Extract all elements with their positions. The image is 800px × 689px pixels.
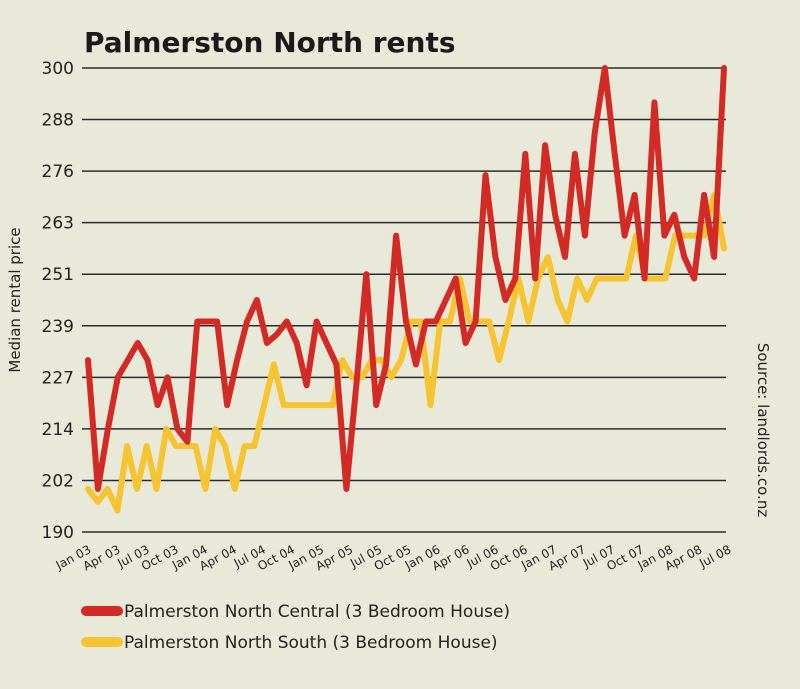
y-tick-label: 239 <box>42 317 74 337</box>
legend-label: Palmerston North South (3 Bedroom House) <box>124 633 498 653</box>
chart-title: Palmerston North rents <box>84 26 456 59</box>
source-label: Source: landlords.co.nz <box>754 343 772 518</box>
series-line-south <box>85 191 727 514</box>
legend: Palmerston North Central (3 Bedroom Hous… <box>81 602 510 653</box>
x-tick-label: Jul 08 <box>696 542 733 571</box>
y-axis-label: Median rental price <box>6 227 24 372</box>
y-tick-label: 263 <box>42 214 74 234</box>
legend-label: Palmerston North Central (3 Bedroom Hous… <box>124 602 510 622</box>
series-line-central <box>85 65 727 492</box>
y-tick-label: 190 <box>42 523 74 543</box>
y-tick-label: 276 <box>42 162 74 182</box>
y-axis-ticks: 190 202 214 227 239 251 263 276 288 300 <box>42 59 74 543</box>
y-tick-label: 214 <box>42 420 74 440</box>
y-tick-label: 251 <box>42 265 74 285</box>
y-tick-label: 288 <box>42 111 74 131</box>
y-tick-label: 300 <box>42 59 74 79</box>
y-tick-label: 202 <box>42 471 74 491</box>
series-lines <box>85 65 727 514</box>
y-tick-label: 227 <box>42 368 74 388</box>
